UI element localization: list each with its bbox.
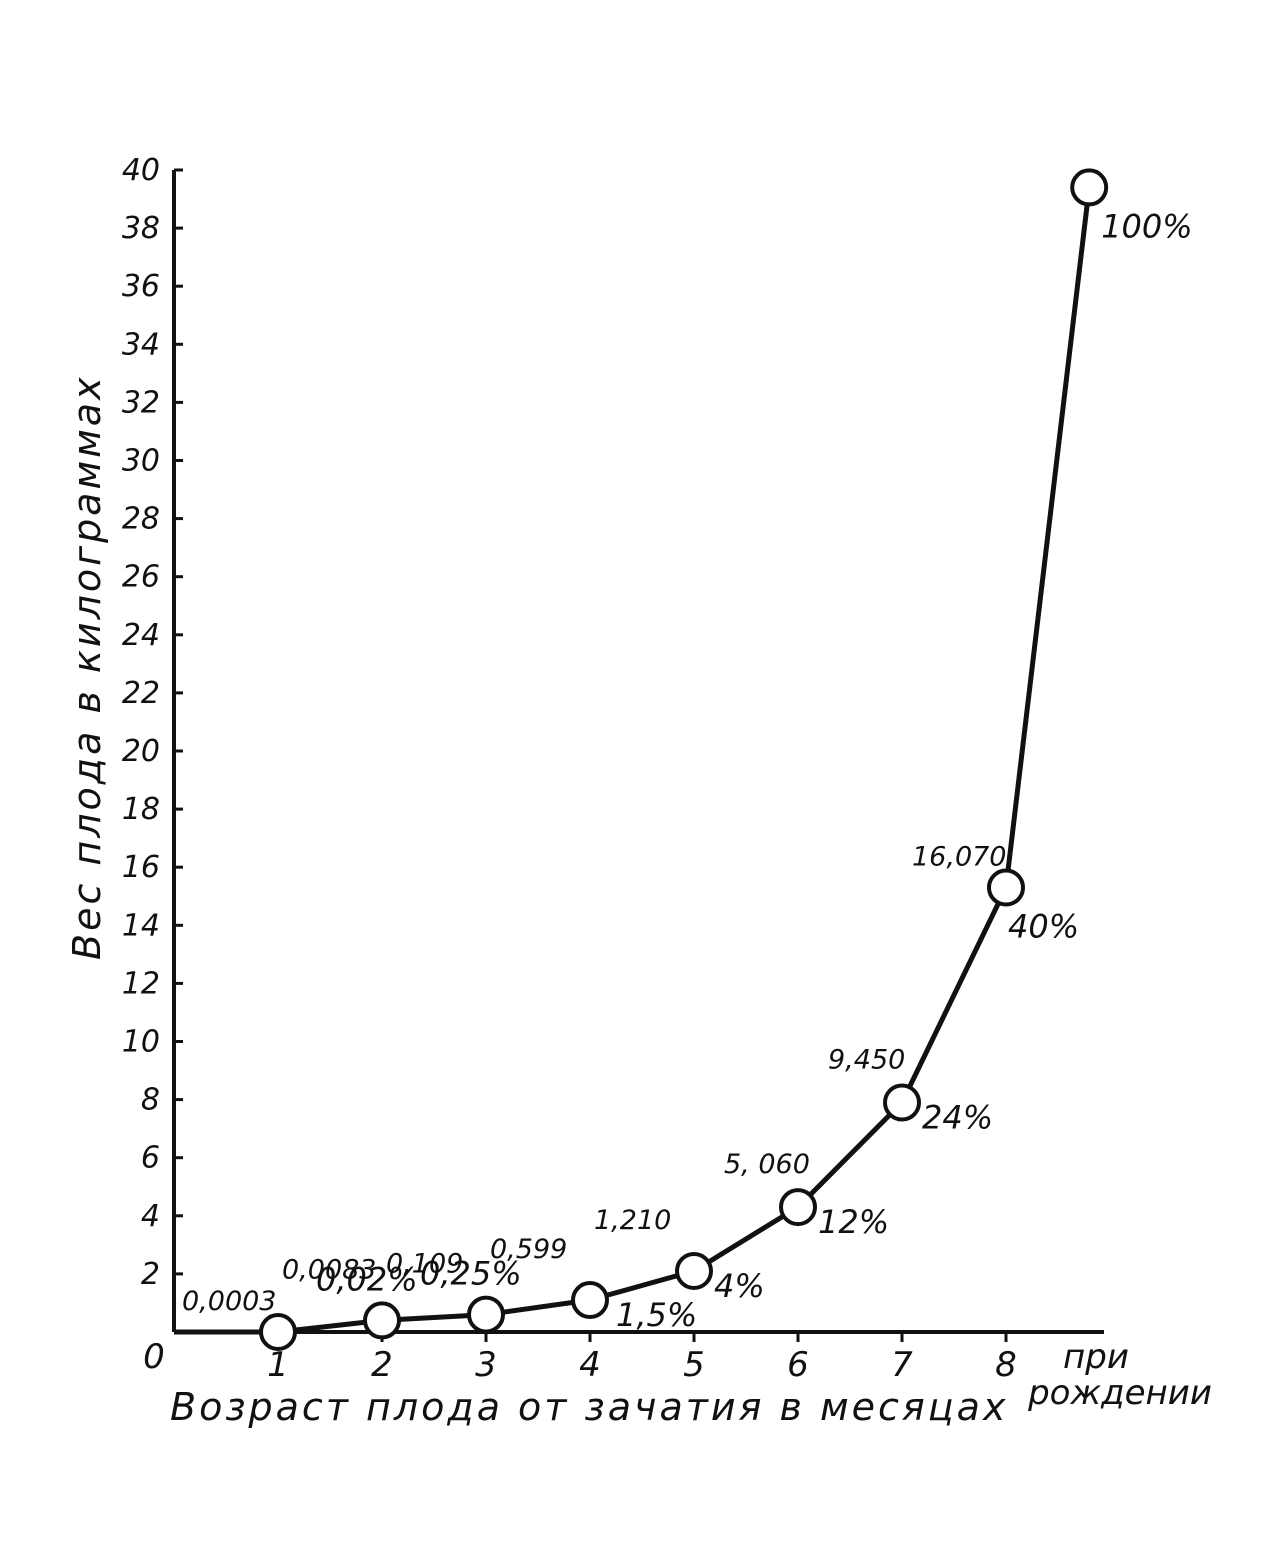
y-tick-label: 38 — [122, 211, 160, 246]
y-tick-label: 40 — [122, 153, 160, 188]
y-tick-label: 28 — [122, 502, 160, 537]
y-tick-label: 12 — [122, 966, 160, 1001]
x-tick-label: 5 — [683, 1345, 705, 1385]
y-tick-label: 26 — [122, 560, 160, 595]
data-percent-label: 0,25% — [420, 1255, 522, 1293]
x-tick-label: 2 — [371, 1345, 393, 1385]
x-tick-label: 1 — [267, 1345, 289, 1385]
y-axis-title: Вес плода в килограммах — [65, 374, 109, 960]
data-point-marker — [259, 1313, 297, 1351]
y-tick-label: 32 — [122, 385, 160, 420]
x-tick-label: 6 — [787, 1345, 809, 1385]
y-tick-label: 10 — [122, 1025, 160, 1060]
x-tick-label: 7 — [891, 1345, 913, 1385]
data-value-label: 0,109 — [386, 1249, 463, 1280]
y-tick-label: 36 — [122, 269, 160, 304]
data-value-label: 0,0083 — [282, 1254, 376, 1285]
data-percent-label: 4% — [714, 1267, 765, 1305]
x-axis-ticks: 0 1 2 3 4 5 6 7 8 — [143, 1332, 1017, 1385]
x-tick-label: 8 — [995, 1345, 1017, 1385]
series-line — [174, 187, 1092, 1335]
y-tick-label: 34 — [122, 327, 160, 362]
data-series — [174, 168, 1109, 1351]
data-point-marker — [467, 1295, 505, 1334]
data-point-marker — [1070, 168, 1109, 207]
y-tick-label: 16 — [122, 850, 160, 885]
data-percent-label: 40% — [1008, 908, 1079, 946]
y-tick-label: 4 — [141, 1199, 160, 1234]
data-value-label: 1,210 — [594, 1205, 671, 1236]
data-percent-label: 1,5% — [616, 1296, 697, 1334]
x-axis-title: Возраст плода от зачатия в месяцах — [170, 1385, 1008, 1429]
y-tick-label: 14 — [122, 908, 160, 943]
y-tick-label: 20 — [122, 734, 160, 769]
x-tick-label: 4 — [579, 1345, 601, 1385]
data-percent-label: 12% — [818, 1203, 889, 1241]
data-percent-label: 24% — [922, 1099, 993, 1137]
data-point-marker — [571, 1281, 609, 1320]
data-value-label: 0,599 — [490, 1234, 567, 1265]
data-point-marker — [675, 1251, 713, 1290]
data-point-marker — [363, 1301, 401, 1340]
y-tick-label: 2 — [141, 1257, 160, 1292]
x-tick-label: 3 — [475, 1345, 497, 1385]
y-tick-label: 8 — [141, 1083, 160, 1118]
data-value-label: 16,070 — [912, 842, 1006, 873]
data-point-marker — [779, 1188, 817, 1227]
data-percent-label: 100% — [1101, 207, 1192, 245]
data-value-label: 9,450 — [828, 1045, 905, 1076]
x-tick-label: 0 — [143, 1337, 165, 1377]
x-end-label-line1: при — [1063, 1337, 1129, 1377]
y-tick-label: 30 — [122, 444, 160, 479]
y-tick-label: 18 — [122, 792, 160, 827]
data-percent-label: 0,02% — [316, 1260, 418, 1298]
y-tick-label: 22 — [122, 676, 160, 711]
axes — [172, 170, 1104, 1334]
y-tick-label: 6 — [141, 1141, 160, 1176]
data-value-label: 5, 060 — [724, 1149, 810, 1180]
y-tick-label: 24 — [122, 618, 160, 653]
data-value-label: 0,0003 — [182, 1286, 276, 1317]
x-end-label-line2: рождении — [1027, 1373, 1212, 1413]
data-point-marker — [883, 1083, 921, 1122]
data-point-marker — [987, 868, 1025, 907]
